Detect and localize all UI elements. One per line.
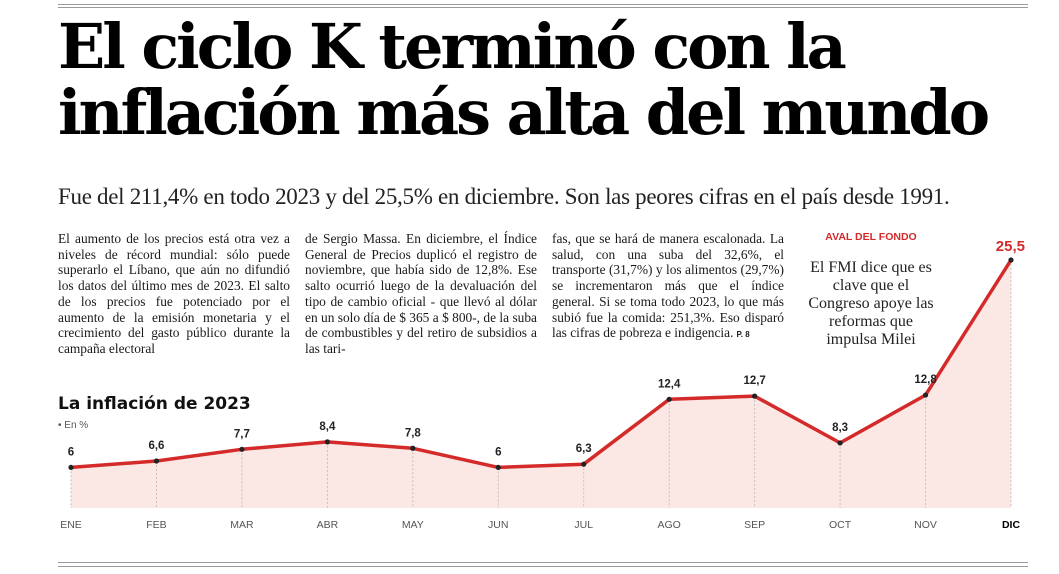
chart-unit: • En %: [58, 420, 89, 431]
value-label-ago: 12,4: [658, 378, 681, 390]
chart-x-labels: ENE FEB MAR ABR MAY JUN JUL AGO SEP OCT NOV DIC: [60, 519, 1020, 531]
top-rule: [58, 4, 1028, 5]
top-rule-inner: [58, 7, 1028, 8]
bottom-rule-inner: [58, 566, 1028, 567]
body-column-3: fas, que se hará de manera escalonada. L…: [552, 231, 784, 343]
chart-points: [68, 257, 1014, 471]
value-label-nov: 12,8: [914, 374, 937, 386]
bottom-rule: [58, 562, 1028, 563]
data-point-jul: [581, 461, 587, 467]
data-point-oct: [837, 440, 843, 446]
data-point-dic: [1008, 257, 1014, 263]
headline: El ciclo K terminó con la inflación más …: [58, 14, 1048, 146]
data-point-feb: [153, 458, 160, 464]
value-label-sep: 12,7: [743, 375, 765, 387]
chart-value-labels: 6 6,6 7,7 8,4 7,8 6 6,3 12,4 12,7 8,3 12,8 25,5: [68, 238, 1025, 458]
value-label-oct: 8,3: [832, 422, 848, 434]
data-point-ago: [666, 396, 672, 402]
body-column-1: El aumento de los precios está otra vez …: [58, 231, 290, 356]
x-label-may: MAY: [402, 519, 424, 531]
data-point-mar: [239, 446, 245, 452]
headline-line-1: El ciclo K terminó con la: [58, 10, 847, 83]
chart-series-line: [70, 259, 1013, 470]
x-label-ago: AGO: [658, 519, 681, 531]
value-label-ene: 6: [68, 446, 74, 458]
x-label-ene: ENE: [60, 519, 82, 531]
x-label-oct: OCT: [829, 519, 852, 531]
x-label-mar: MAR: [230, 519, 254, 531]
x-label-dic: DIC: [1002, 519, 1021, 531]
data-point-abr: [324, 439, 330, 445]
chart-drop-lines: [70, 260, 1012, 508]
data-point-nov: [922, 392, 929, 398]
value-label-jun: 6: [495, 446, 501, 458]
chart-area-fill: [71, 260, 1011, 508]
data-point-ene: [68, 464, 74, 471]
data-point-jun: [495, 464, 501, 471]
x-label-jun: JUN: [488, 519, 508, 531]
x-label-jul: JUL: [574, 519, 593, 531]
value-label-may: 7,8: [405, 427, 422, 439]
x-label-abr: ABR: [317, 519, 339, 531]
subtitle: Fue del 211,4% en todo 2023 y del 25,5% …: [58, 184, 950, 209]
chart-title: La inflación de 2023: [58, 394, 251, 414]
x-label-nov: NOV: [914, 519, 937, 531]
headline-line-2: inflación más alta del mundo: [58, 76, 990, 149]
data-point-may: [410, 445, 416, 451]
value-label-abr: 8,4: [319, 421, 336, 433]
data-point-sep: [752, 393, 758, 399]
value-label-dic: 25,5: [996, 238, 1025, 255]
x-label-feb: FEB: [146, 519, 166, 531]
body-column-2: de Sergio Massa. En diciembre, el Índice…: [305, 231, 537, 356]
aval-text: El FMI dice que es clave que el Congreso…: [808, 259, 934, 348]
value-label-feb: 6,6: [148, 440, 164, 452]
value-label-jul: 6,3: [576, 443, 592, 455]
x-label-sep: SEP: [744, 519, 765, 531]
aval-kicker: AVAL DEL FONDO: [825, 231, 917, 243]
page-reference: P. 8: [736, 330, 750, 340]
value-label-mar: 7,7: [234, 428, 250, 440]
body-column-3-text: fas, que se hará de manera escalonada. L…: [552, 231, 784, 341]
